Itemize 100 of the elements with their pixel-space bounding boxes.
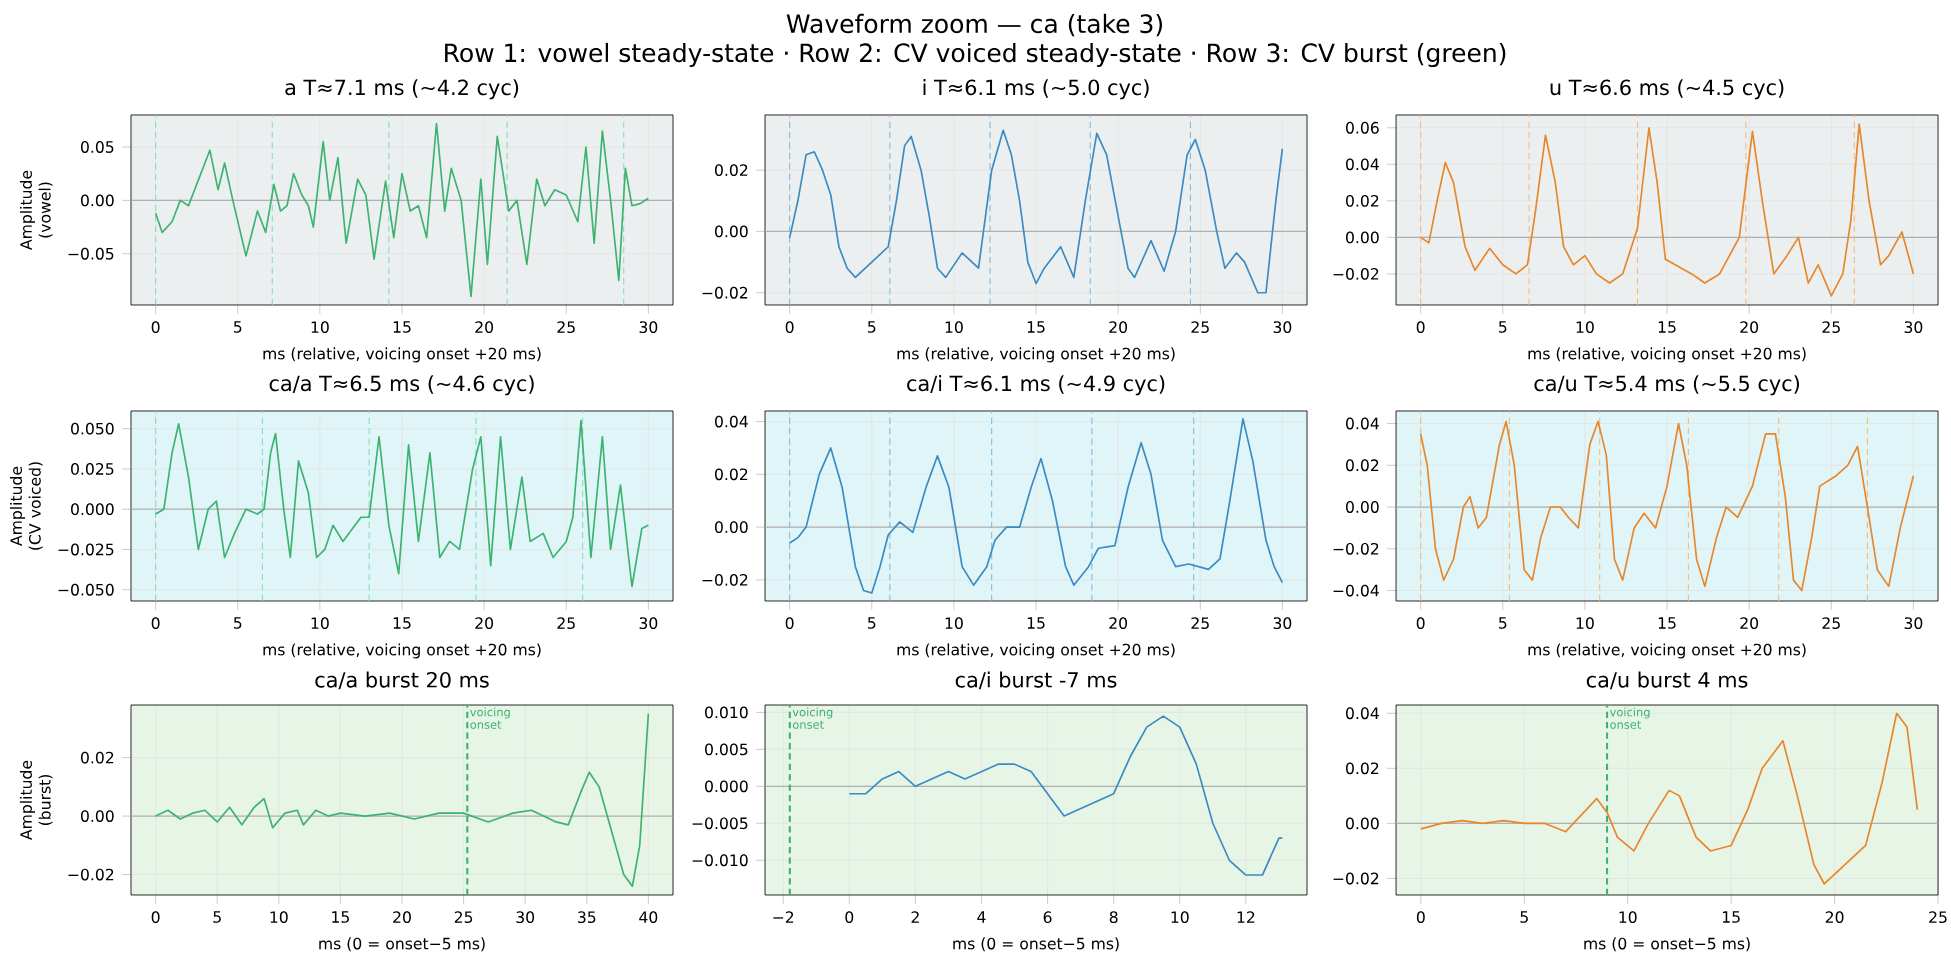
x-tick-label: 0 (151, 911, 160, 924)
y-tick-label: 0.00 (81, 810, 114, 822)
x-tick-label: 4 (977, 911, 986, 923)
x-tick-label: 15 (1722, 911, 1740, 923)
x-tick-label: 10 (311, 617, 329, 630)
x-tick-label: 30 (639, 321, 658, 334)
y-tick-label: −0.005 (692, 817, 748, 830)
x-tick-label: 2 (911, 911, 919, 923)
y-tick-label: −0.02 (702, 286, 748, 299)
x-tick-label: 30 (1904, 617, 1923, 630)
x-tick-label: 0 (1416, 321, 1425, 334)
x-tick-label: 5 (1499, 617, 1507, 629)
x-tick-label: 10 (311, 321, 329, 334)
x-axis-title: ms (0 = onset−5 ms) (1584, 937, 1750, 952)
y-tick-label: −0.025 (58, 543, 114, 556)
text: Waveform zoom — ca (take 3) (786, 13, 1163, 37)
x-axis-title: ms (relative, voicing onset +20 ms) (263, 643, 541, 659)
y-tick-label: 0.00 (1346, 501, 1379, 513)
y-tick-label: 0.04 (1346, 707, 1379, 720)
chart-title: ca/i burst -7 ms (955, 671, 1117, 690)
chart-title: ca/a T≈6.5 ms (~4.6 cyc) (269, 375, 534, 396)
x-tick-label: 30 (1904, 321, 1923, 334)
chart-title: ca/u T≈5.4 ms (~5.5 cyc) (1534, 375, 1799, 396)
ref-line-label: voicing onset (1609, 707, 1650, 729)
x-tick-label: 20 (1109, 321, 1128, 334)
x-tick-label: 25 (454, 911, 473, 924)
y-tick-label: 0.005 (705, 743, 748, 756)
chart-title: u T≈6.6 ms (~4.5 cyc) (1550, 79, 1784, 100)
y-tick-label: 0.04 (1346, 158, 1379, 171)
x-tick-label: 6 (1043, 911, 1052, 924)
chart-title: ca/a burst 20 ms (315, 671, 489, 690)
x-tick-label: 20 (475, 321, 494, 334)
x-tick-label: 15 (1027, 321, 1045, 333)
x-tick-label: 30 (516, 911, 535, 924)
x-tick-label: 15 (1658, 617, 1676, 629)
y-tick-label: 0.04 (715, 415, 748, 428)
x-tick-label: 0 (151, 617, 160, 630)
x-tick-label: 12 (1237, 911, 1255, 923)
y-tick-label: 0.025 (71, 463, 114, 475)
x-tick-label: 30 (1273, 321, 1292, 334)
y-tick-label: −0.04 (1333, 584, 1379, 597)
x-tick-label: 25 (557, 617, 575, 630)
y-tick-label: −0.02 (68, 868, 114, 881)
x-tick-label: 5 (213, 911, 221, 923)
x-tick-label: 0 (785, 617, 794, 630)
x-tick-label: 25 (1929, 911, 1947, 924)
x-tick-label: 10 (945, 617, 963, 630)
y-tick-label: −0.02 (1333, 872, 1379, 885)
y-tick-label: 0.06 (1346, 121, 1379, 134)
y-tick-label: 0.05 (81, 141, 114, 153)
x-axis-title: ms (relative, voicing onset +20 ms) (1528, 643, 1806, 659)
x-tick-label: 0 (1416, 617, 1425, 630)
y-tick-label: 0.00 (1346, 231, 1379, 244)
x-tick-label: 20 (475, 617, 494, 630)
x-tick-label: 25 (1191, 321, 1209, 334)
ref-line-label: voicing onset (470, 707, 510, 729)
x-tick-label: 15 (1027, 617, 1045, 629)
line-series (1419, 420, 1915, 592)
y-tick-label: −0.050 (58, 583, 114, 596)
x-tick-label: 0 (845, 911, 854, 924)
y-tick-label: 0.02 (715, 164, 748, 177)
x-tick-label: 15 (393, 321, 411, 333)
x-tick-label: 10 (945, 321, 963, 334)
x-tick-label: 8 (1109, 911, 1118, 924)
x-tick-label: 30 (1273, 617, 1292, 630)
y-axis-title: Amplitude (CV voiced) (9, 462, 43, 550)
x-tick-label: 35 (578, 911, 596, 924)
x-axis-title: ms (relative, voicing onset +20 ms) (263, 347, 541, 363)
y-tick-label: 0.02 (1346, 459, 1379, 472)
y-tick-label: −0.010 (692, 854, 748, 867)
x-tick-label: 15 (393, 617, 411, 629)
line-series (1419, 123, 1915, 297)
y-tick-label: 0.050 (71, 422, 114, 435)
x-tick-label: 5 (234, 321, 242, 333)
line-series (154, 122, 650, 298)
x-axis-title: ms (0 = onset−5 ms) (953, 937, 1119, 952)
x-tick-label: 5 (1499, 321, 1507, 333)
y-axis-title: Amplitude (burst) (19, 760, 53, 840)
y-axis-title: Amplitude (vowel) (19, 170, 53, 250)
chart-title: ca/u burst 4 ms (1586, 671, 1748, 690)
x-tick-label: 10 (1619, 911, 1637, 924)
x-tick-label: 25 (1822, 617, 1840, 630)
x-tick-label: 20 (1740, 321, 1759, 334)
y-tick-label: 0.04 (1346, 417, 1379, 430)
y-tick-label: −0.02 (702, 573, 748, 586)
text: Row 1: vowel steady-state · Row 2: CV voiced steady-state · Row 3: CV burst (green) (445, 42, 1506, 68)
chart-title: a T≈7.1 ms (~4.2 cyc) (285, 79, 519, 100)
x-axis-title: ms (relative, voicing onset +20 ms) (897, 643, 1175, 659)
x-tick-label: 25 (557, 321, 575, 334)
y-tick-label: 0.010 (705, 706, 748, 719)
x-tick-label: 10 (1576, 617, 1594, 630)
line-series (788, 129, 1284, 294)
x-tick-label: 20 (393, 911, 411, 924)
x-tick-label: 20 (1740, 617, 1759, 630)
x-axis-title: ms (0 = onset−5 ms) (319, 937, 485, 952)
y-tick-label: 0.02 (715, 468, 748, 481)
y-tick-label: 0.000 (705, 780, 748, 793)
x-tick-label: 10 (1576, 321, 1594, 334)
x-tick-label: 10 (1171, 911, 1189, 924)
x-tick-label: 40 (639, 911, 658, 924)
